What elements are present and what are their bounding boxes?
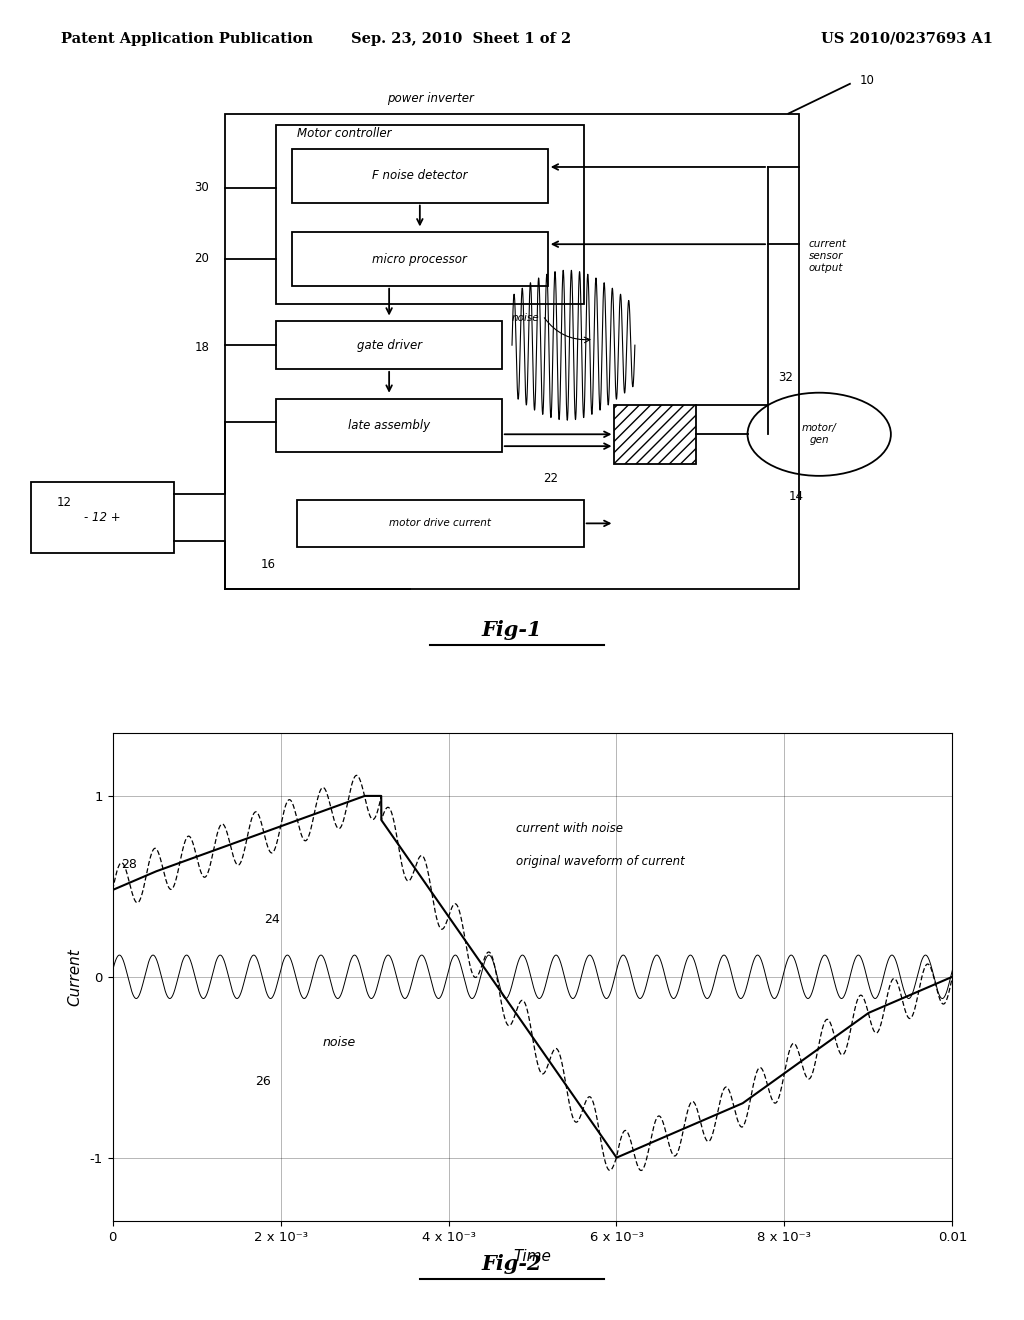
Text: Fig-1: Fig-1 (481, 620, 543, 640)
Text: 32: 32 (778, 371, 794, 384)
Text: 22: 22 (543, 471, 558, 484)
Text: Sep. 23, 2010  Sheet 1 of 2: Sep. 23, 2010 Sheet 1 of 2 (350, 32, 571, 46)
Bar (31, 482, 174, 553)
Bar (292, 232, 548, 286)
Text: Patent Application Publication: Patent Application Publication (61, 32, 313, 46)
Text: motor drive current: motor drive current (389, 519, 492, 528)
Text: US 2010/0237693 A1: US 2010/0237693 A1 (821, 32, 993, 46)
Text: micro processor: micro processor (373, 252, 467, 265)
Bar (225, 114, 799, 589)
Text: gate driver: gate driver (356, 339, 422, 351)
X-axis label: Time: Time (514, 1249, 551, 1265)
Bar (297, 500, 584, 546)
Text: F noise detector: F noise detector (372, 169, 468, 182)
Bar (276, 322, 502, 370)
Text: 18: 18 (195, 341, 210, 354)
Text: 30: 30 (195, 181, 209, 194)
Text: Fig-2: Fig-2 (481, 1254, 543, 1274)
Text: 26: 26 (255, 1076, 271, 1088)
Text: motor/
gen: motor/ gen (802, 424, 837, 445)
Text: Motor controller: Motor controller (297, 127, 391, 140)
Text: original waveform of current: original waveform of current (516, 854, 684, 867)
Text: current with noise: current with noise (516, 822, 623, 836)
Text: power inverter: power inverter (387, 91, 473, 104)
Text: late assembly: late assembly (348, 418, 430, 432)
Y-axis label: Current: Current (68, 948, 83, 1006)
Bar (276, 125, 584, 304)
Text: noise: noise (512, 313, 540, 323)
Text: current
sensor
output: current sensor output (809, 239, 847, 273)
Text: 28: 28 (121, 858, 137, 871)
Text: 14: 14 (788, 490, 804, 503)
Text: 16: 16 (261, 558, 276, 572)
Text: noise: noise (323, 1035, 355, 1048)
Text: - 12 +: - 12 + (84, 511, 121, 524)
Text: 20: 20 (195, 252, 210, 265)
Text: 12: 12 (56, 495, 72, 508)
Text: 24: 24 (264, 912, 280, 925)
Bar (292, 149, 548, 202)
Text: 10: 10 (860, 74, 876, 87)
Bar (276, 399, 502, 451)
Bar (614, 404, 696, 465)
